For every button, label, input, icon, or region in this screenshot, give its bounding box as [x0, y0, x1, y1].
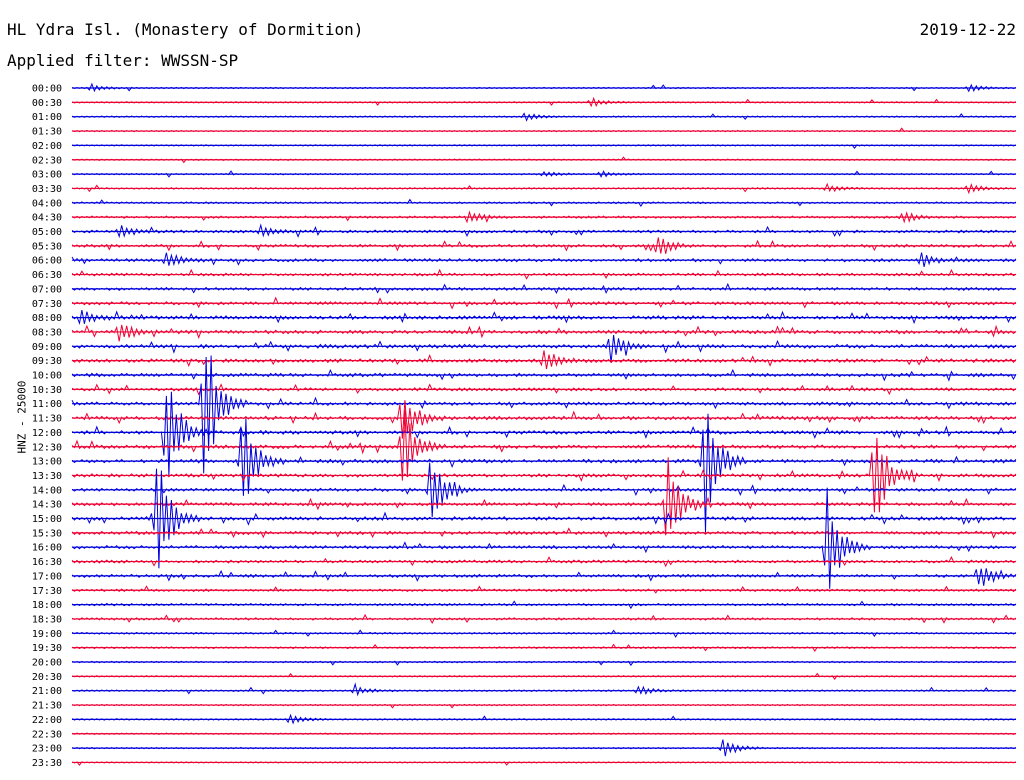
- time-tick-label: 18:00: [32, 600, 62, 611]
- time-tick-label: 04:30: [32, 213, 62, 224]
- time-tick-label: 20:30: [32, 672, 62, 683]
- trace-row: [71, 350, 1017, 370]
- time-tick-label: 23:00: [32, 744, 62, 755]
- time-tick-label: 17:00: [32, 571, 62, 582]
- time-tick-label: 15:30: [32, 528, 62, 539]
- time-tick-label: 06:00: [32, 256, 62, 267]
- time-tick-label: 12:30: [32, 442, 62, 453]
- time-tick-label: 21:30: [32, 701, 62, 712]
- trace-row: [71, 568, 1017, 586]
- time-tick-label: 22:00: [32, 715, 62, 726]
- time-tick-label: 13:30: [32, 471, 62, 482]
- trace-row: [71, 457, 1017, 536]
- time-tick-label: 07:00: [32, 284, 62, 295]
- filter-label: Applied filter: WWSSN-SP: [7, 51, 239, 70]
- time-tick-label: 01:30: [32, 127, 62, 138]
- time-tick-label: 15:00: [32, 514, 62, 525]
- time-tick-label: 08:30: [32, 327, 62, 338]
- trace-row: [71, 335, 1017, 363]
- time-tick-label: 18:30: [32, 614, 62, 625]
- trace-row: [71, 585, 1017, 594]
- time-tick-label: 09:00: [32, 342, 62, 353]
- time-tick-label: 03:30: [32, 184, 62, 195]
- time-tick-label: 07:30: [32, 299, 62, 310]
- time-tick-label: 22:30: [32, 729, 62, 740]
- time-tick-label: 14:30: [32, 500, 62, 511]
- time-tick-label: 02:30: [32, 155, 62, 166]
- time-tick-label: 16:30: [32, 557, 62, 568]
- time-tick-label: 16:00: [32, 543, 62, 554]
- trace-row: [71, 223, 1017, 239]
- time-tick-label: 20:00: [32, 658, 62, 669]
- time-tick-label: 13:00: [32, 457, 62, 468]
- date-label: 2019-12-22: [919, 20, 1016, 39]
- time-tick-label: 19:00: [32, 629, 62, 640]
- trace-row: [71, 324, 1017, 342]
- time-tick-label: 01:00: [32, 112, 62, 123]
- trace-row: [71, 682, 1017, 697]
- time-tick-label: 10:30: [32, 385, 62, 396]
- time-tick-label: 03:00: [32, 170, 62, 181]
- time-tick-label: 02:00: [32, 141, 62, 152]
- time-tick-label: 17:30: [32, 586, 62, 597]
- time-tick-label: 05:00: [32, 227, 62, 238]
- trace-row: [71, 410, 1017, 481]
- time-tick-label: 05:30: [32, 241, 62, 252]
- time-tick-label: 00:30: [32, 98, 62, 109]
- time-tick-label: 21:00: [32, 686, 62, 697]
- time-tick-label: 00:00: [32, 84, 62, 95]
- time-tick-label: 14:00: [32, 485, 62, 496]
- time-tick-label: 10:00: [32, 371, 62, 382]
- trace-row: [71, 355, 1017, 474]
- time-tick-label: 12:00: [32, 428, 62, 439]
- time-tick-label: 11:00: [32, 399, 62, 410]
- time-tick-label: 06:30: [32, 270, 62, 281]
- time-tick-label: 11:30: [32, 414, 62, 425]
- time-tick-label: 19:30: [32, 643, 62, 654]
- trace-row: [71, 310, 1017, 326]
- time-tick-label: 23:30: [32, 758, 62, 769]
- time-tick-label: 09:30: [32, 356, 62, 367]
- time-tick-label: 04:00: [32, 198, 62, 209]
- time-tick-label: 08:00: [32, 313, 62, 324]
- station-title: HL Ydra Isl. (Monastery of Dormition): [7, 20, 364, 39]
